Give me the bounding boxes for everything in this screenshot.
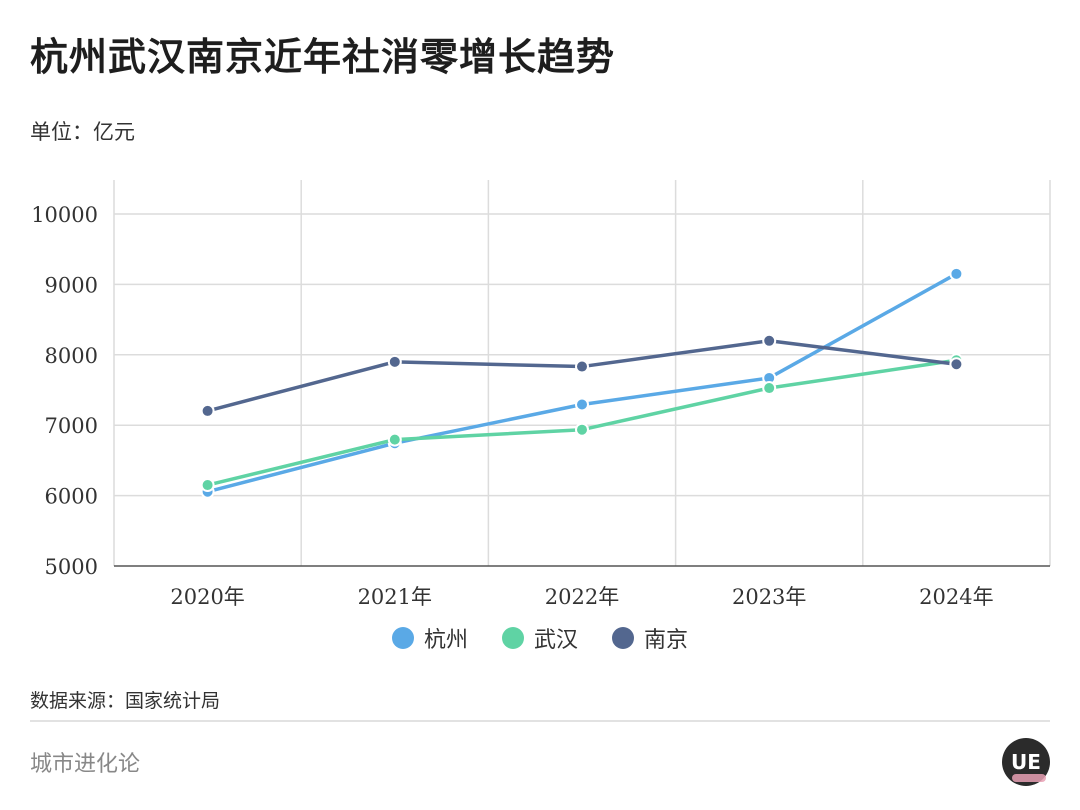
legend-label: 杭州 xyxy=(423,628,468,653)
y-tick-label: 7000 xyxy=(45,414,98,438)
y-tick-label: 6000 xyxy=(45,485,98,509)
brand-logo: UE xyxy=(1002,738,1050,786)
data-point xyxy=(575,397,589,412)
data-point xyxy=(949,266,964,281)
x-tick-label: 2021年 xyxy=(358,585,432,609)
data-point xyxy=(387,432,402,447)
data-point xyxy=(575,422,589,437)
x-tick-label: 2022年 xyxy=(545,585,619,609)
legend-label: 武汉 xyxy=(533,628,578,653)
y-axis-ticks: 5000 6000 7000 8000 9000 10000 xyxy=(31,203,98,579)
legend-label: 南京 xyxy=(644,628,689,653)
legend-item: 武汉 xyxy=(501,622,578,654)
legend-marker xyxy=(391,627,414,649)
y-tick-label: 9000 xyxy=(45,273,98,297)
data-point xyxy=(762,381,777,396)
divider xyxy=(30,720,1050,722)
chart-title: 杭州武汉南京近年社消零增长趋势 xyxy=(30,35,616,79)
logo-text: UE xyxy=(1011,750,1041,774)
x-tick-label: 2023年 xyxy=(732,585,806,609)
x-tick-label: 2020年 xyxy=(170,585,244,609)
series-lines xyxy=(200,266,964,499)
line-chart: 5000 6000 7000 8000 9000 10000 2020年 2021年 2022… xyxy=(31,180,1051,609)
grid xyxy=(113,180,1051,567)
x-tick-label: 2024年 xyxy=(919,585,993,609)
data-source: 数据来源：国家统计局 xyxy=(30,690,221,712)
brand-name: 城市进化论 xyxy=(30,752,141,777)
series-武汉 xyxy=(200,353,964,493)
y-tick-label: 8000 xyxy=(45,344,98,368)
logo-accent xyxy=(1012,774,1046,782)
x-axis-ticks: 2020年 2021年 2022年 2023年 2024年 xyxy=(170,585,993,609)
series-南京 xyxy=(200,333,964,418)
data-point xyxy=(762,333,777,348)
legend: 杭州 武汉 南京 xyxy=(0,622,1080,654)
unit-label: 单位：亿元 xyxy=(30,120,135,144)
data-point xyxy=(575,359,589,374)
legend-item: 杭州 xyxy=(391,622,468,654)
data-point xyxy=(949,357,964,372)
legend-item: 南京 xyxy=(612,622,688,654)
data-point xyxy=(200,403,215,418)
legend-marker xyxy=(501,627,524,649)
data-point xyxy=(200,478,215,493)
legend-marker xyxy=(612,627,634,649)
y-tick-label: 10000 xyxy=(31,203,98,227)
y-tick-label: 5000 xyxy=(45,555,98,579)
series-line xyxy=(205,358,959,487)
data-point xyxy=(387,354,402,369)
